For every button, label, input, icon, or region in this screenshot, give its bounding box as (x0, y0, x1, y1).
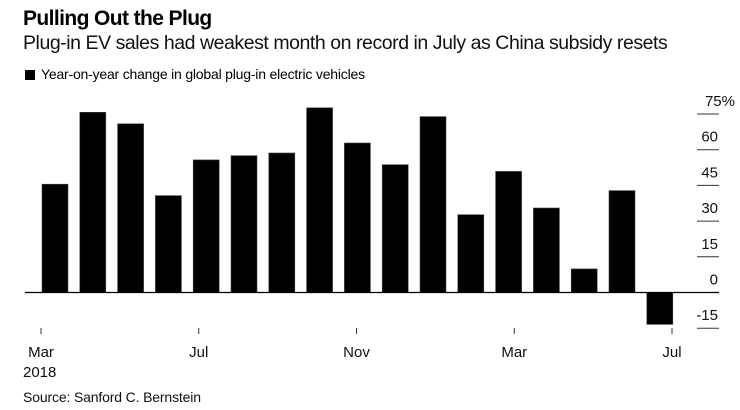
x-tick-label: Jul (189, 344, 208, 361)
bar-nov-2018 (344, 142, 371, 293)
bar-mar-2019 (495, 171, 522, 293)
bar-jan-2019 (419, 116, 447, 293)
y-axis: 75% 60 45 30 15 0 -15 (696, 93, 735, 329)
y-tick-label: 30 (701, 200, 718, 217)
bar-feb-2019 (457, 214, 485, 293)
x-tick-label: Mar (501, 344, 527, 361)
x-tick-label: Jul (662, 344, 681, 361)
x-tick-label: Nov (343, 344, 370, 361)
bar-apr-2018 (79, 112, 107, 293)
y-tick-label: 45 (701, 164, 718, 181)
x-axis: Mar 2018 Jul Nov Mar Jul (23, 328, 682, 381)
legend: Year-on-year change in global plug-in el… (25, 66, 365, 82)
y-tick-label: 15 (701, 236, 718, 253)
bar-dec-2018 (381, 164, 409, 293)
bar-may-2018 (117, 123, 144, 293)
x-tick-year-label: 2018 (23, 364, 56, 381)
bar-jul-2018 (192, 159, 220, 293)
y-tick-label: 75% (705, 93, 735, 110)
bar-oct-2018 (306, 107, 333, 293)
bar-jun-2019 (608, 190, 636, 293)
y-tick-label: -15 (696, 307, 718, 324)
x-tick-label: Mar (28, 344, 54, 361)
bar-aug-2018 (230, 155, 258, 293)
bar-apr-2019 (533, 207, 560, 293)
bar-jun-2018 (155, 195, 182, 293)
bar-mar-2018 (41, 183, 69, 293)
bar-jul-2019 (646, 292, 674, 325)
y-tick-label: 0 (710, 272, 718, 289)
source-note: Source: Sanford C. Bernstein (23, 389, 201, 405)
y-tick-label: 60 (701, 129, 718, 146)
bars-group (41, 107, 674, 325)
chart-subtitle: Plug-in EV sales had weakest month on re… (23, 32, 668, 54)
legend-swatch (25, 69, 35, 80)
bar-sep-2018 (268, 152, 296, 293)
legend-label: Year-on-year change in global plug-in el… (41, 66, 365, 82)
chart-title: Pulling Out the Plug (23, 7, 212, 30)
bar-may-2019 (570, 268, 598, 293)
